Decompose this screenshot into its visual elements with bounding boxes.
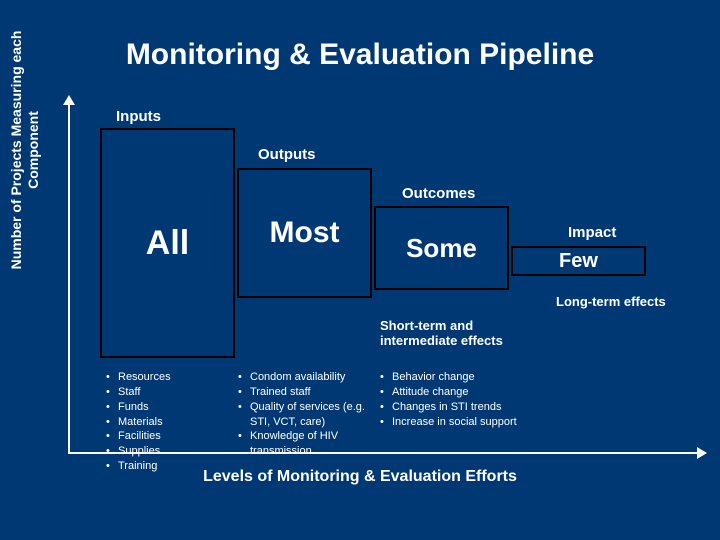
- bullet-text: Changes in STI trends: [392, 400, 501, 415]
- bullet-group-0: •Resources•Staff•Funds•Materials•Facilit…: [106, 370, 231, 474]
- bullet-text: Resources: [118, 370, 171, 385]
- bullet-item: •Knowledge of HIV transmission: [238, 429, 376, 459]
- bullet-dot-icon: •: [380, 370, 392, 385]
- bullet-dot-icon: •: [106, 429, 118, 444]
- bullet-item: •Facilities: [106, 429, 231, 444]
- y-axis-arrow: [68, 104, 70, 454]
- bullet-dot-icon: •: [106, 415, 118, 430]
- step-label-outcomes: Outcomes: [402, 185, 475, 202]
- bullet-dot-icon: •: [380, 400, 392, 415]
- page-title: Monitoring & Evaluation Pipeline: [0, 38, 720, 72]
- bullet-item: •Behavior change: [380, 370, 550, 385]
- y-axis-label: Number of Projects Measuring each Compon…: [8, 20, 42, 280]
- bullet-item: •Quality of services (e.g. STI, VCT, car…: [238, 400, 376, 430]
- bullet-dot-icon: •: [106, 400, 118, 415]
- bullet-dot-icon: •: [106, 444, 118, 459]
- pipeline-bar-most: Most: [237, 168, 372, 298]
- pipeline-bar-all: All: [100, 128, 235, 358]
- step-label-impact: Impact: [568, 224, 616, 241]
- bullet-item: •Condom availability: [238, 370, 376, 385]
- bullet-dot-icon: •: [106, 370, 118, 385]
- bullet-text: Staff: [118, 385, 140, 400]
- x-axis-label: Levels of Monitoring & Evaluation Effort…: [0, 468, 720, 486]
- bullet-item: •Funds: [106, 400, 231, 415]
- bullet-dot-icon: •: [106, 385, 118, 400]
- bullet-text: Quality of services (e.g. STI, VCT, care…: [250, 400, 376, 430]
- bullet-item: •Materials: [106, 415, 231, 430]
- bullet-text: Facilities: [118, 429, 161, 444]
- pipeline-bar-few: Few: [511, 246, 646, 276]
- bullet-item: •Changes in STI trends: [380, 400, 550, 415]
- bullet-dot-icon: •: [238, 385, 250, 400]
- bullet-text: Supplies: [118, 444, 160, 459]
- bullet-text: Increase in social support: [392, 415, 517, 430]
- bullet-text: Materials: [118, 415, 163, 430]
- bullet-text: Funds: [118, 400, 149, 415]
- bullet-text: Knowledge of HIV transmission: [250, 429, 376, 459]
- bullet-dot-icon: •: [238, 429, 250, 459]
- step-label-outputs: Outputs: [258, 146, 316, 163]
- bullet-text: Condom availability: [250, 370, 345, 385]
- bullet-text: Behavior change: [392, 370, 475, 385]
- step-label-inputs: Inputs: [116, 108, 161, 125]
- bullet-item: •Resources: [106, 370, 231, 385]
- bullet-dot-icon: •: [238, 400, 250, 430]
- bullet-item: •Supplies: [106, 444, 231, 459]
- bullet-item: •Attitude change: [380, 385, 550, 400]
- bullet-item: •Staff: [106, 385, 231, 400]
- bullet-item: •Trained staff: [238, 385, 376, 400]
- note-1: Long-term effects: [556, 294, 666, 309]
- bullet-dot-icon: •: [380, 415, 392, 430]
- pipeline-bar-some: Some: [374, 206, 509, 290]
- bullet-text: Attitude change: [392, 385, 468, 400]
- bullet-item: •Increase in social support: [380, 415, 550, 430]
- bullet-text: Trained staff: [250, 385, 311, 400]
- bullet-dot-icon: •: [380, 385, 392, 400]
- note-0: Short-term and intermediate effects: [380, 318, 503, 348]
- bullet-dot-icon: •: [238, 370, 250, 385]
- bullet-group-2: •Behavior change•Attitude change•Changes…: [380, 370, 550, 429]
- bullet-group-1: •Condom availability•Trained staff•Quali…: [238, 370, 376, 459]
